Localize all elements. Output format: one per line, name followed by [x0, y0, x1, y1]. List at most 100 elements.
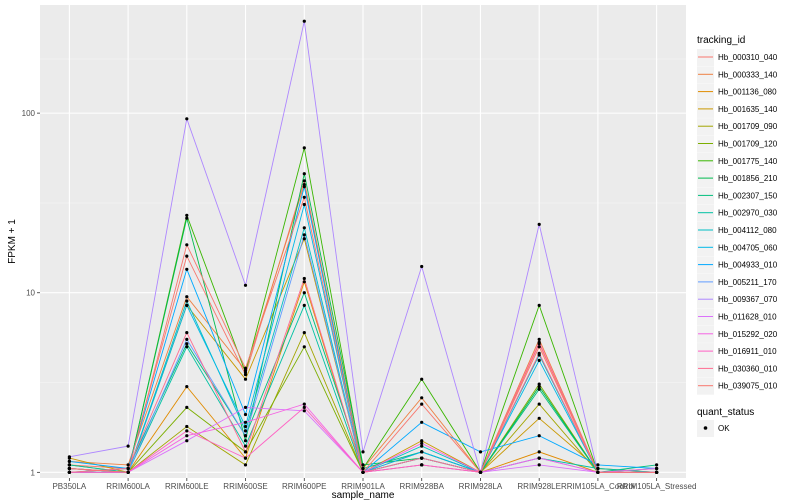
data-point [420, 441, 424, 445]
data-point [185, 213, 189, 217]
axes: 1 10 100 PB350LA RRIM600LA RRIM600LE RRIM600SE… [22, 109, 697, 491]
data-point [185, 243, 189, 247]
data-point [596, 463, 600, 467]
x-tick-label: RRIM600LA [106, 482, 150, 491]
data-point [185, 295, 189, 299]
legend-status-items: OK [697, 420, 730, 437]
legend-label: Hb_016911_010 [718, 347, 777, 356]
x-tick-label: RRIM600PE [282, 482, 326, 491]
x-tick-label: RRIM928LE [517, 482, 561, 491]
data-point [420, 450, 424, 454]
data-point [655, 466, 659, 471]
data-point [420, 396, 424, 400]
grid-lines [40, 5, 686, 478]
y-tick-label: 10 [26, 289, 35, 298]
data-point [302, 276, 306, 281]
data-point [126, 470, 130, 474]
data-point [420, 444, 424, 448]
data-point [420, 420, 424, 424]
data-point [537, 358, 541, 362]
data-point [361, 466, 365, 471]
data-point [478, 450, 483, 454]
x-tick-label: PB350LA [52, 482, 86, 491]
x-tick-label: RRIM600SE [223, 482, 267, 491]
data-point [243, 370, 248, 374]
data-point [302, 19, 306, 23]
data-point [537, 434, 541, 438]
data-point [185, 117, 189, 121]
data-point [67, 455, 71, 459]
data-point [596, 470, 600, 474]
data-point [420, 264, 424, 269]
legend-label: Hb_030360_010 [718, 364, 778, 373]
data-point [537, 450, 541, 454]
x-tick-label: RRIM928BA [399, 482, 444, 491]
data-point [126, 463, 130, 467]
data-point [361, 470, 365, 474]
legend-label: Hb_039075_010 [718, 382, 778, 391]
data-point [537, 402, 541, 406]
data-point [302, 345, 306, 349]
y-tick-label: 100 [22, 109, 36, 118]
data-point [243, 429, 248, 433]
legend: tracking_id Hb_000310_040Hb_000333_140Hb… [697, 35, 778, 437]
legend-label: Hb_001635_140 [718, 105, 778, 114]
data-point [302, 226, 306, 230]
legend-label: Hb_001709_090 [718, 122, 778, 131]
legend-label: Hb_011628_010 [718, 313, 777, 322]
data-point [302, 172, 306, 176]
data-point [537, 387, 541, 391]
x-tick-label: RRIM901LA [341, 482, 385, 491]
legend-label: Hb_001136_080 [718, 88, 777, 97]
data-point [302, 195, 306, 199]
data-point [185, 254, 189, 258]
data-point [537, 416, 541, 420]
data-point [185, 299, 189, 303]
data-point [185, 345, 189, 349]
legend-status-title: quant_status [697, 407, 754, 418]
legend-label: Hb_009367_070 [718, 295, 778, 304]
data-point [67, 466, 71, 471]
data-point [243, 366, 248, 370]
data-point [243, 377, 248, 381]
data-point [478, 470, 483, 474]
legend-label: Hb_001709_120 [718, 140, 778, 149]
legend-label: Hb_000333_140 [718, 70, 778, 79]
data-point [537, 345, 541, 349]
data-point [302, 233, 306, 237]
data-point [537, 351, 541, 355]
data-point [420, 402, 424, 406]
legend-items: Hb_000310_040 Hb_000333_140 Hb_001136_080 H… [697, 49, 778, 395]
legend-label: Hb_004705_060 [718, 243, 778, 252]
data-point [243, 283, 248, 287]
data-point [537, 337, 541, 341]
data-point [537, 382, 541, 386]
legend-label: Hb_001775_140 [718, 157, 778, 166]
data-point [185, 439, 189, 443]
data-point [302, 402, 306, 406]
data-point [537, 385, 541, 389]
data-point [243, 373, 248, 377]
data-point [185, 342, 189, 346]
x-tick-label: RRIM928LA [459, 482, 503, 491]
data-point [126, 466, 130, 471]
data-point [185, 267, 189, 271]
data-point [537, 303, 541, 307]
data-point [420, 456, 424, 460]
data-point [302, 237, 306, 241]
x-tick-label: RRIM600LE [165, 482, 209, 491]
data-point [537, 456, 541, 460]
data-point [420, 377, 424, 381]
data-point [243, 424, 248, 429]
data-point [185, 429, 189, 433]
y-tick-label: 1 [31, 468, 36, 477]
data-point [243, 434, 248, 438]
y-axis-title: FPKM + 1 [7, 219, 18, 264]
data-point [243, 439, 248, 443]
data-point [302, 405, 306, 409]
data-point [302, 179, 306, 183]
legend-label: Hb_002307_150 [718, 191, 778, 200]
data-point [243, 463, 248, 467]
data-point [655, 470, 659, 474]
data-point [361, 463, 365, 467]
